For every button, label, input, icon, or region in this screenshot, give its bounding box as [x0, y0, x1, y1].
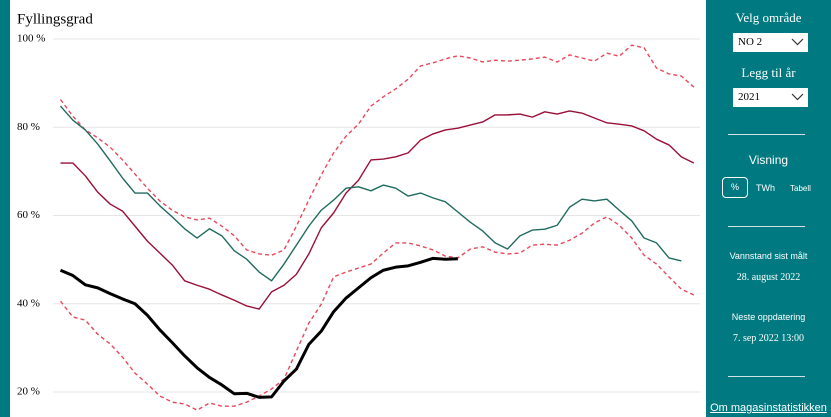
- y-tick-label: 100 %: [17, 33, 45, 45]
- info-link[interactable]: Om magasinstatistikken: [710, 402, 827, 414]
- separator: [728, 134, 805, 135]
- year-label: Legg til år: [741, 65, 796, 80]
- next-value: 7. sep 2022 13:00: [732, 333, 805, 344]
- y-tick-label: 60 %: [17, 209, 40, 221]
- left-border: [0, 0, 10, 417]
- series-line: [59, 44, 695, 256]
- chart: Fyllingsgrad 20 % 40 % 60 % 80 % 100 %: [17, 11, 700, 411]
- area-label: Velg område: [735, 10, 802, 25]
- chevron: [791, 38, 804, 46]
- chevron: [791, 93, 804, 101]
- separator: [728, 376, 805, 377]
- view-percent[interactable]: %: [722, 177, 748, 198]
- year-dropdown[interactable]: 2021: [733, 88, 808, 107]
- series-line: [59, 105, 682, 282]
- y-tick-label: 80 %: [17, 121, 40, 133]
- chart-title: Fyllingsgrad: [17, 11, 93, 27]
- area-dropdown[interactable]: NO 2: [733, 33, 808, 52]
- view-label: Visning: [748, 153, 789, 167]
- separator: [728, 226, 805, 227]
- sidebar: Velg område NO 2 Legg til år 2021 Visnin…: [706, 0, 831, 417]
- series-line: [59, 256, 458, 399]
- next-label: Neste oppdatering: [731, 312, 806, 322]
- series-line: [60, 110, 695, 310]
- y-tick-label: 20 %: [17, 386, 40, 398]
- measured-label: Vannstand sist målt: [729, 251, 808, 261]
- year-value: 2021: [738, 91, 760, 103]
- y-tick-label: 40 %: [17, 297, 40, 309]
- area-value: NO 2: [738, 36, 763, 48]
- series-line: [59, 216, 695, 411]
- view-table[interactable]: Tabell: [790, 184, 811, 193]
- view-twh[interactable]: TWh: [756, 183, 775, 193]
- measured-value: 28. august 2022: [736, 272, 801, 283]
